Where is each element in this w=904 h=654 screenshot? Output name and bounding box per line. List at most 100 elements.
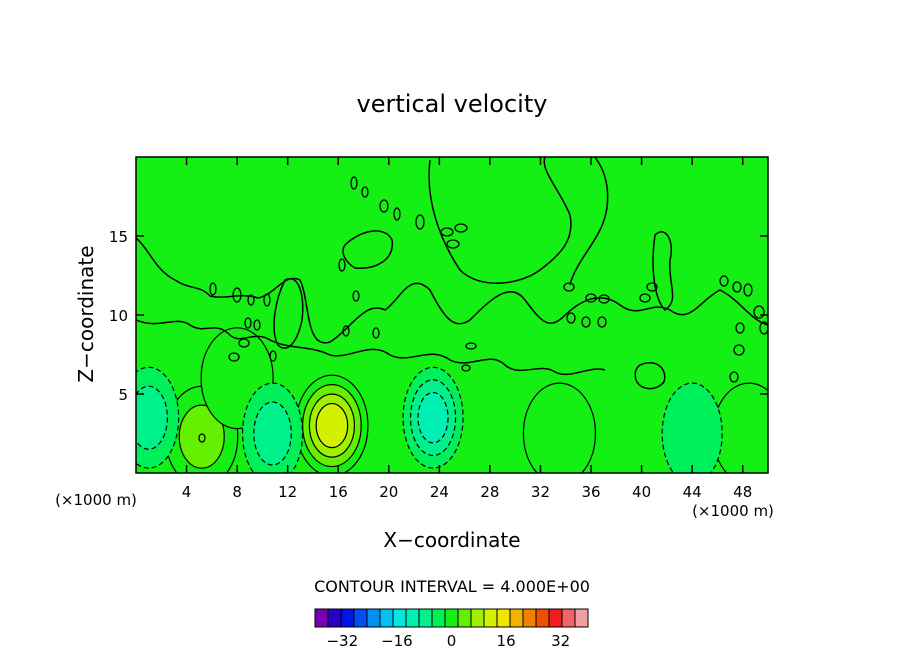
colorbar-tick-label: 16 bbox=[497, 632, 516, 650]
updraft-cell-3 bbox=[712, 382, 768, 473]
downdraft-cell-7 bbox=[241, 382, 304, 473]
contour-blob bbox=[228, 352, 240, 362]
x-unit-left: (×1000 m) bbox=[55, 491, 137, 509]
contour-blob bbox=[753, 305, 765, 319]
x-axis-ticks: 4 8 12 16 20 24 28 32 36 40 44 48 bbox=[182, 157, 752, 501]
contour-blob bbox=[454, 223, 468, 233]
contour-blob bbox=[759, 321, 768, 335]
x-tick-label: 20 bbox=[379, 483, 398, 501]
contour-blob bbox=[585, 293, 597, 303]
colorbar-swatch bbox=[327, 608, 342, 628]
y-tick-label: 15 bbox=[109, 228, 128, 246]
x-tick-label: 16 bbox=[329, 483, 348, 501]
contour-blob bbox=[198, 433, 206, 443]
contour-blob bbox=[253, 319, 261, 331]
colorbar-swatch bbox=[470, 608, 485, 628]
colorbar-swatch bbox=[561, 608, 576, 628]
contour-blob bbox=[361, 186, 369, 198]
contour-blob bbox=[238, 338, 250, 348]
contour-blob bbox=[719, 275, 729, 287]
x-tick-label: 32 bbox=[531, 483, 550, 501]
contour-blob bbox=[232, 287, 242, 303]
contour-blob bbox=[379, 199, 389, 213]
contour-band bbox=[136, 385, 168, 450]
colorbar-swatch bbox=[431, 608, 446, 628]
contour-band bbox=[661, 382, 723, 473]
contour-blob bbox=[338, 258, 346, 272]
contour-blob bbox=[269, 350, 277, 362]
colorbar-swatch bbox=[314, 608, 329, 628]
contour-blob bbox=[372, 327, 380, 339]
colorbar-swatch bbox=[405, 608, 420, 628]
contour-blob bbox=[350, 176, 358, 190]
colorbar-swatch bbox=[548, 608, 563, 628]
contour-interval-label: CONTOUR INTERVAL = 4.000E+00 bbox=[314, 577, 590, 596]
colorbar-tick-label: −32 bbox=[326, 632, 358, 650]
contour-blob bbox=[415, 214, 425, 230]
contour-blob bbox=[342, 325, 350, 337]
contour-blob bbox=[597, 316, 607, 328]
colorbar-swatch bbox=[340, 608, 355, 628]
colorbar-tick-label: 32 bbox=[551, 632, 570, 650]
contour-blob bbox=[461, 364, 471, 372]
x-tick-label: 36 bbox=[581, 483, 600, 501]
colorbar-swatch bbox=[574, 608, 589, 628]
contour-blob bbox=[743, 283, 753, 297]
colorbar-swatch bbox=[483, 608, 498, 628]
contour-band bbox=[253, 401, 292, 466]
colorbar-swatch bbox=[457, 608, 472, 628]
contour-blob bbox=[598, 294, 610, 304]
y-tick-label: 10 bbox=[109, 307, 128, 325]
contour-band bbox=[417, 391, 449, 444]
contour-band bbox=[178, 404, 225, 469]
x-tick-label: 12 bbox=[278, 483, 297, 501]
colorbar-swatch bbox=[496, 608, 511, 628]
colorbar-tick-label: −16 bbox=[381, 632, 413, 650]
y-tick-label: 5 bbox=[118, 386, 128, 404]
colorbar-swatch bbox=[392, 608, 407, 628]
updraft-cell-2 bbox=[522, 382, 597, 473]
downdraft-cell-6 bbox=[136, 366, 180, 469]
contour-blob bbox=[646, 282, 658, 292]
contour-band bbox=[712, 382, 768, 473]
contour-band bbox=[315, 402, 349, 449]
downdraft-cell-5 bbox=[402, 366, 464, 469]
x-tick-label: 8 bbox=[232, 483, 242, 501]
contour-blob bbox=[639, 293, 651, 303]
contour-blob bbox=[393, 207, 401, 221]
contour-blob bbox=[247, 294, 255, 306]
y-axis-label: Z−coordinate bbox=[74, 245, 98, 382]
downdraft-cell-8 bbox=[661, 382, 723, 473]
x-tick-label: 24 bbox=[430, 483, 449, 501]
x-tick-label: 4 bbox=[182, 483, 192, 501]
contour-blob bbox=[263, 293, 271, 307]
contour-blob bbox=[244, 317, 252, 329]
contour-blob bbox=[352, 290, 360, 302]
colorbar-swatch bbox=[379, 608, 394, 628]
contour-blob bbox=[581, 316, 591, 328]
colorbar-swatch bbox=[535, 608, 550, 628]
x-tick-label: 48 bbox=[733, 483, 752, 501]
contour-blob bbox=[465, 342, 477, 350]
contour-band bbox=[522, 382, 597, 473]
y-axis-ticks: 5 10 15 bbox=[109, 228, 768, 404]
small-contour-blobs bbox=[198, 176, 768, 443]
plot-area bbox=[136, 157, 768, 473]
colorbar-swatch bbox=[353, 608, 368, 628]
colorbar-swatch bbox=[522, 608, 537, 628]
contour-blob bbox=[209, 282, 217, 296]
colorbar-tick-label: 0 bbox=[447, 632, 457, 650]
colorbar-swatch bbox=[418, 608, 433, 628]
colorbar-swatch bbox=[509, 608, 524, 628]
contour-blob bbox=[729, 371, 739, 383]
contour-blob bbox=[732, 281, 742, 293]
contour-blob bbox=[566, 312, 576, 324]
x-tick-label: 40 bbox=[632, 483, 651, 501]
colorbar-tick-labels: −32 −16 0 16 32 bbox=[326, 632, 570, 650]
chart-title: vertical velocity bbox=[357, 90, 548, 118]
updraft-cell-0 bbox=[295, 374, 369, 473]
colorbar-swatch bbox=[366, 608, 381, 628]
colorbar-swatch bbox=[444, 608, 459, 628]
contour-blob bbox=[563, 282, 575, 292]
